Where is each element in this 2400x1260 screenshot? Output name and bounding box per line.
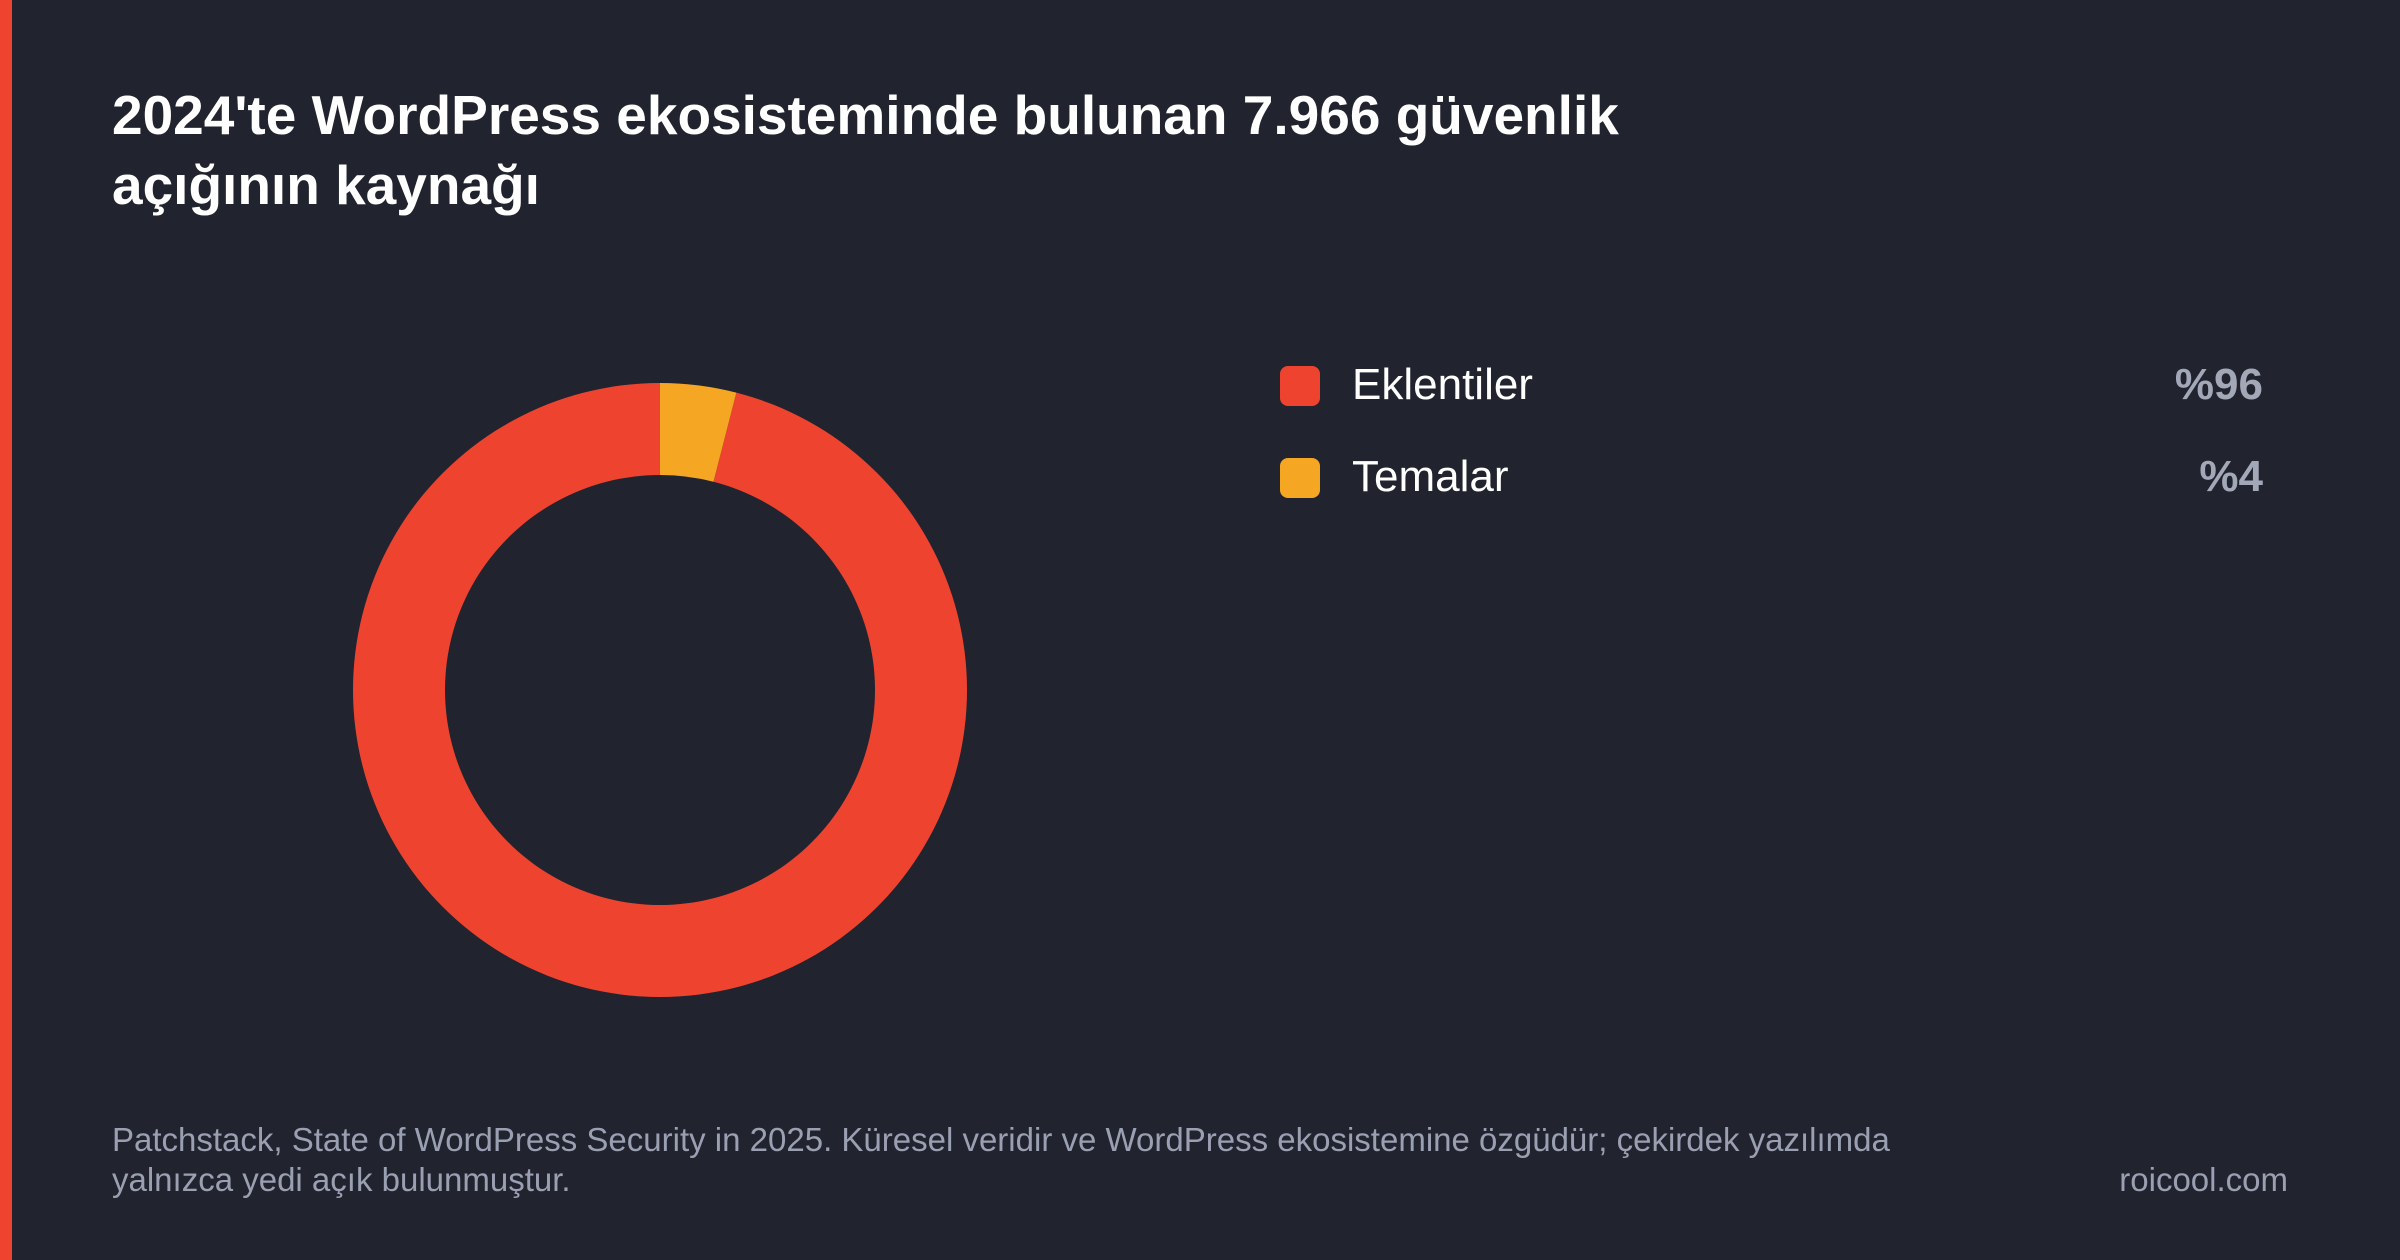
- brand-text: roicool.com: [2119, 1161, 2288, 1198]
- accent-bar: [0, 0, 12, 1260]
- legend-label-plugins: Eklentiler: [1352, 360, 1533, 409]
- donut-slice-themes: [660, 383, 737, 482]
- legend-swatch-themes: [1280, 458, 1320, 498]
- source-note: Patchstack, State of WordPress Security …: [112, 1121, 1890, 1198]
- legend-label-themes: Temalar: [1352, 452, 1509, 501]
- legend-value-themes: %4: [2199, 452, 2263, 501]
- donut-slice-plugins: [353, 383, 968, 997]
- legend-value-plugins: %96: [2174, 360, 2263, 409]
- legend-item-themes: Temalar %4: [1278, 442, 2263, 534]
- donut-chart: [353, 383, 968, 997]
- legend-item-plugins: Eklentiler %96: [1278, 350, 2263, 442]
- legend: Eklentiler %96 Temalar %4: [1278, 350, 2263, 534]
- legend-swatch-plugins: [1280, 366, 1320, 406]
- chart-title: 2024'te WordPress ekosisteminde bulunan …: [112, 84, 1619, 216]
